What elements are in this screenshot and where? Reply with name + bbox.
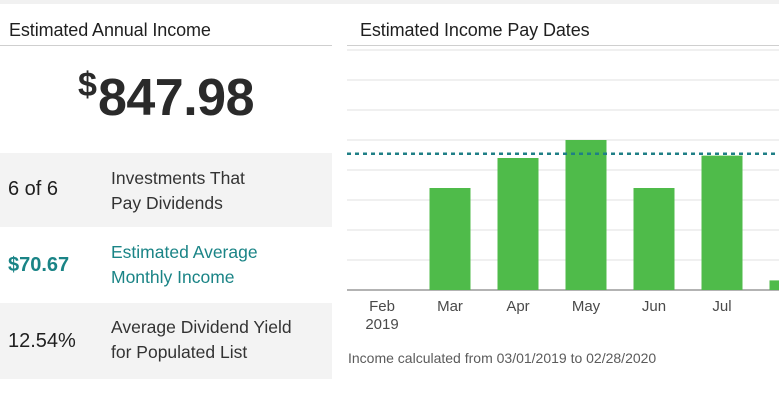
bar (633, 188, 675, 290)
stat-label: Estimated Average Monthly Income (111, 240, 258, 290)
stat-value: 6 of 6 (8, 178, 59, 200)
annual-income-value: 847.98 (97, 69, 255, 127)
chart-footnote: Income calculated from 03/01/2019 to 02/… (348, 350, 657, 366)
stat-label-line: for Populated List (111, 342, 248, 362)
x-tick-label: Apr (506, 298, 529, 315)
divider (347, 45, 779, 46)
annual-income-amount: $847.98 (0, 62, 332, 134)
stat-value: $70.67 (8, 254, 70, 276)
bar (429, 188, 471, 290)
pay-dates-title: Estimated Income Pay Dates (360, 20, 590, 40)
pay-dates-panel: Estimated Income Pay Dates Feb 2019 Mar Apr… (347, 0, 779, 408)
currency-symbol: $ (78, 66, 97, 104)
x-tick-label: Feb (369, 298, 395, 315)
x-tick-label: 2019 (365, 316, 398, 333)
stat-label: Investments That Pay Dividends (111, 166, 245, 216)
bar (769, 280, 779, 290)
stat-row-dividend-investments: 6 of 6 Investments That Pay Dividends (0, 153, 332, 227)
stat-label: Average Dividend Yield for Populated Lis… (111, 315, 292, 365)
stat-label-line: Average Dividend Yield (111, 317, 292, 337)
bar (701, 155, 743, 290)
stat-label-line: Pay Dividends (111, 193, 223, 213)
pay-dates-chart: Feb2019MarAprMayJunJulA (347, 49, 779, 333)
stat-label-line: Estimated Average (111, 242, 258, 262)
stat-row-monthly-income: $70.67 Estimated Average Monthly Income (0, 227, 332, 303)
annual-income-title: Estimated Annual Income (9, 20, 211, 40)
stat-row-dividend-yield: 12.54% Average Dividend Yield for Popula… (0, 303, 332, 379)
x-tick-label: Jun (642, 298, 666, 315)
stat-label-line: Investments That (111, 168, 245, 188)
x-tick-label: Mar (437, 298, 463, 315)
top-border (0, 0, 779, 4)
bar (497, 158, 539, 290)
divider (0, 45, 332, 46)
bar (565, 140, 607, 290)
stat-value: 12.54% (8, 330, 76, 352)
x-tick-label: Jul (712, 298, 731, 315)
annual-income-panel: Estimated Annual Income $847.98 6 of 6 I… (0, 0, 332, 408)
x-tick-label: May (572, 298, 601, 315)
stat-label-line: Monthly Income (111, 267, 235, 287)
